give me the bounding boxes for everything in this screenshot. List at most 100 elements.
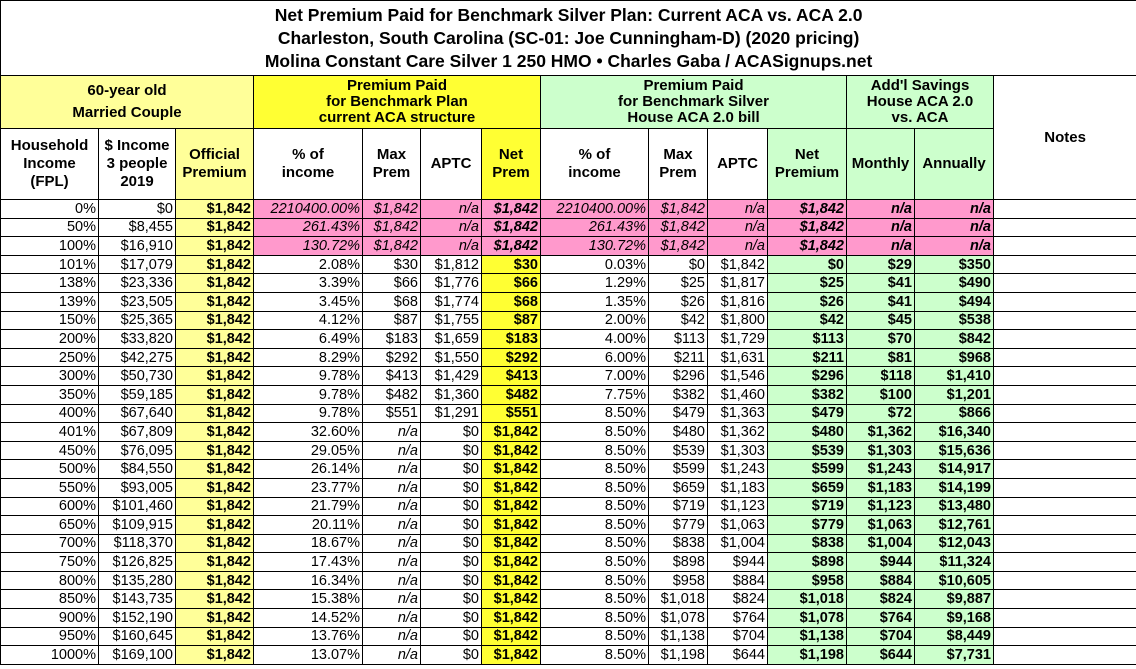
cell: $292 <box>481 347 541 368</box>
notes-cell <box>992 291 1136 312</box>
data-row: 250% $42,275 $1,842 8.29% $292 $1,550 $292 6.00… <box>0 347 1136 368</box>
cell: 500% <box>0 459 99 479</box>
data-row: 500% $84,550 $1,842 26.14% n/a $0 $1,842 8.50% $… <box>0 459 1136 479</box>
cell: $1,842 <box>175 645 254 665</box>
cell: $12,761 <box>914 515 994 535</box>
cell: $1,842 <box>707 254 768 275</box>
cell: $1,410 <box>914 366 994 386</box>
cell: $84,550 <box>98 459 176 479</box>
notes-cell <box>992 329 1136 349</box>
cell: $1,842 <box>481 533 541 554</box>
data-row: 101% $17,079 $1,842 2.08% $30 $1,812 $30 0.03% $… <box>0 254 1136 275</box>
cell: $100 <box>846 384 915 405</box>
cell: $109,915 <box>98 515 176 535</box>
cell: $296 <box>648 366 708 386</box>
cell: $539 <box>648 440 708 461</box>
cell: 300% <box>0 366 99 386</box>
cell: $382 <box>648 384 708 405</box>
cell: 850% <box>0 589 99 610</box>
cell: n/a <box>420 236 482 256</box>
cell: n/a <box>914 236 994 256</box>
cell: $0 <box>98 199 176 219</box>
cell: $42 <box>648 310 708 331</box>
cell: $59,185 <box>98 384 176 405</box>
cell: $644 <box>707 645 768 665</box>
cell: $152,190 <box>98 608 176 628</box>
cell: $1,460 <box>707 384 768 405</box>
cell: $72 <box>846 403 915 424</box>
cell: $87 <box>481 310 541 331</box>
cell: $1,183 <box>707 477 768 498</box>
cell: $350 <box>914 254 994 275</box>
data-row: 450% $76,095 $1,842 29.05% n/a $0 $1,842 8.50% $… <box>0 440 1136 461</box>
cell: $33,820 <box>98 329 176 349</box>
cell: $9,168 <box>914 608 994 628</box>
column-header: % of income <box>253 128 363 200</box>
cell: $66 <box>481 273 541 293</box>
cell: $1,842 <box>481 570 541 591</box>
cell: $1,842 <box>481 236 541 256</box>
cell: $884 <box>707 570 768 591</box>
cell: 8.50% <box>540 403 649 424</box>
cell: $838 <box>767 533 847 554</box>
column-row: Household Income (FPL) $ Income 3 people … <box>0 128 1136 200</box>
cell: $26 <box>767 291 847 312</box>
cell: $67,640 <box>98 403 176 424</box>
cell: $1,842 <box>648 199 708 219</box>
cell: $0 <box>420 626 482 647</box>
column-header: Net Premium <box>767 128 847 200</box>
column-header: Net Prem <box>481 128 541 200</box>
cell: $118,370 <box>98 533 176 554</box>
cell: $0 <box>420 440 482 461</box>
cell: $0 <box>767 254 847 275</box>
cell: $1,063 <box>707 515 768 535</box>
cell: 16.34% <box>253 570 363 591</box>
cell: $1,817 <box>707 273 768 293</box>
cell: $898 <box>648 552 708 572</box>
cell: $884 <box>846 570 915 591</box>
data-row: 401% $67,809 $1,842 32.60% n/a $0 $1,842 8.50% $… <box>0 422 1136 442</box>
cell: $1,078 <box>767 608 847 628</box>
cell: $113 <box>648 329 708 349</box>
data-row: 750% $126,825 $1,842 17.43% n/a $0 $1,842 8.50%… <box>0 552 1136 572</box>
cell: $551 <box>362 403 421 424</box>
cell: 138% <box>0 273 99 293</box>
cell: 100% <box>0 236 99 256</box>
cell: $719 <box>767 496 847 517</box>
data-row: 800% $135,280 $1,842 16.34% n/a $0 $1,842 8.50%… <box>0 570 1136 591</box>
cell: $183 <box>362 329 421 349</box>
cell: $1,842 <box>175 310 254 331</box>
notes-cell <box>992 515 1136 535</box>
cell: $764 <box>846 608 915 628</box>
cell: $898 <box>767 552 847 572</box>
cell: 9.78% <box>253 384 363 405</box>
notes-cell <box>992 310 1136 331</box>
cell: 101% <box>0 254 99 275</box>
cell: $1,842 <box>481 199 541 219</box>
cell: $292 <box>362 347 421 368</box>
column-header: Max Prem <box>648 128 708 200</box>
cell: $944 <box>707 552 768 572</box>
data-row: 138% $23,336 $1,842 3.39% $66 $1,776 $66 1.29% $… <box>0 273 1136 293</box>
cell: $479 <box>767 403 847 424</box>
data-row: 0% $0 $1,842 2210400.00% $1,842 n/a $1,842 2210… <box>0 199 1136 219</box>
cell: n/a <box>362 496 421 517</box>
cell: $1,303 <box>846 440 915 461</box>
cell: $539 <box>767 440 847 461</box>
cell: $779 <box>648 515 708 535</box>
cell: $1,842 <box>175 329 254 349</box>
cell: n/a <box>914 199 994 219</box>
notes-cell <box>992 347 1136 368</box>
cell: 9.78% <box>253 366 363 386</box>
cell: $68 <box>362 291 421 312</box>
title-row: Net Premium Paid for Benchmark Silver Pl… <box>0 0 1136 76</box>
cell: $1,004 <box>846 533 915 554</box>
data-row: 100% $16,910 $1,842 130.72% $1,842 n/a $1,842 1… <box>0 236 1136 256</box>
cell: $1,842 <box>481 477 541 498</box>
cell: 8.50% <box>540 626 649 647</box>
cell: 4.00% <box>540 329 649 349</box>
cell: n/a <box>362 570 421 591</box>
cell: n/a <box>362 645 421 665</box>
cell: $1,842 <box>175 217 254 238</box>
cell: $480 <box>648 422 708 442</box>
